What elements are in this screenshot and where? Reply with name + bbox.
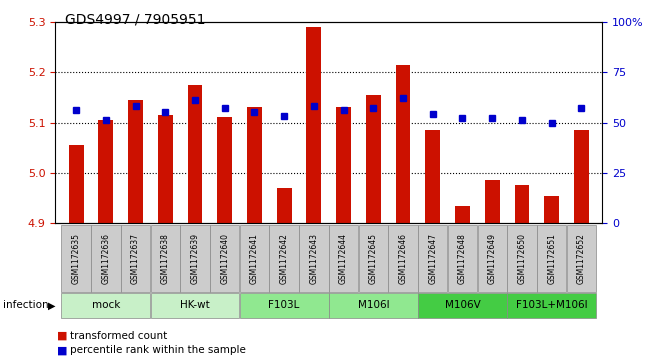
Bar	[299, 225, 329, 292]
Bar	[180, 225, 210, 292]
Text: GSM1172650: GSM1172650	[518, 233, 527, 284]
Text: GSM1172642: GSM1172642	[280, 233, 288, 284]
Text: GSM1172644: GSM1172644	[339, 233, 348, 284]
Text: GSM1172652: GSM1172652	[577, 233, 586, 284]
Bar	[98, 120, 113, 223]
Bar	[329, 225, 358, 292]
Text: GSM1172651: GSM1172651	[547, 233, 556, 284]
Bar	[514, 185, 529, 223]
Text: GSM1172635: GSM1172635	[72, 233, 81, 284]
Bar	[69, 145, 83, 223]
Text: transformed count: transformed count	[70, 331, 167, 341]
Text: GSM1172639: GSM1172639	[191, 233, 199, 284]
Text: mock: mock	[92, 300, 120, 310]
Bar	[121, 225, 150, 292]
Bar	[455, 205, 470, 223]
Bar	[507, 225, 536, 292]
Bar	[566, 225, 596, 292]
Bar	[477, 225, 507, 292]
Bar	[359, 225, 388, 292]
Bar	[61, 225, 91, 292]
Bar	[507, 293, 596, 318]
Bar	[91, 225, 120, 292]
Bar	[277, 188, 292, 223]
Text: GSM1172641: GSM1172641	[250, 233, 259, 284]
Bar	[210, 225, 240, 292]
Bar	[240, 293, 329, 318]
Text: ■: ■	[57, 331, 68, 341]
Bar	[128, 100, 143, 223]
Bar	[240, 225, 269, 292]
Text: GDS4997 / 7905951: GDS4997 / 7905951	[65, 13, 206, 27]
Text: infection: infection	[3, 300, 49, 310]
Text: GSM1172637: GSM1172637	[131, 233, 140, 284]
Bar	[158, 115, 173, 223]
Bar	[270, 225, 299, 292]
Bar	[418, 293, 507, 318]
Text: GSM1172645: GSM1172645	[369, 233, 378, 284]
Bar	[366, 95, 381, 223]
Bar	[485, 180, 499, 223]
Bar	[150, 225, 180, 292]
Text: GSM1172647: GSM1172647	[428, 233, 437, 284]
Bar	[150, 293, 240, 318]
Text: GSM1172638: GSM1172638	[161, 233, 170, 284]
Bar	[574, 130, 589, 223]
Text: M106I: M106I	[357, 300, 389, 310]
Bar	[425, 130, 440, 223]
Bar	[329, 293, 418, 318]
Text: M106V: M106V	[445, 300, 480, 310]
Bar	[307, 27, 322, 223]
Text: ■: ■	[57, 345, 68, 355]
Bar	[389, 225, 418, 292]
Text: GSM1172636: GSM1172636	[102, 233, 111, 284]
Text: GSM1172648: GSM1172648	[458, 233, 467, 284]
Text: F103L: F103L	[268, 300, 300, 310]
Bar	[247, 107, 262, 223]
Bar	[187, 85, 202, 223]
Bar	[336, 107, 351, 223]
Text: GSM1172640: GSM1172640	[220, 233, 229, 284]
Bar	[61, 293, 150, 318]
Text: GSM1172646: GSM1172646	[398, 233, 408, 284]
Text: ▶: ▶	[48, 300, 55, 310]
Text: GSM1172643: GSM1172643	[309, 233, 318, 284]
Bar	[396, 65, 411, 223]
Bar	[217, 118, 232, 223]
Bar	[537, 225, 566, 292]
Text: GSM1172649: GSM1172649	[488, 233, 497, 284]
Text: percentile rank within the sample: percentile rank within the sample	[70, 345, 245, 355]
Text: F103L+M106I: F103L+M106I	[516, 300, 587, 310]
Bar	[544, 196, 559, 223]
Text: HK-wt: HK-wt	[180, 300, 210, 310]
Bar	[448, 225, 477, 292]
Bar	[418, 225, 447, 292]
